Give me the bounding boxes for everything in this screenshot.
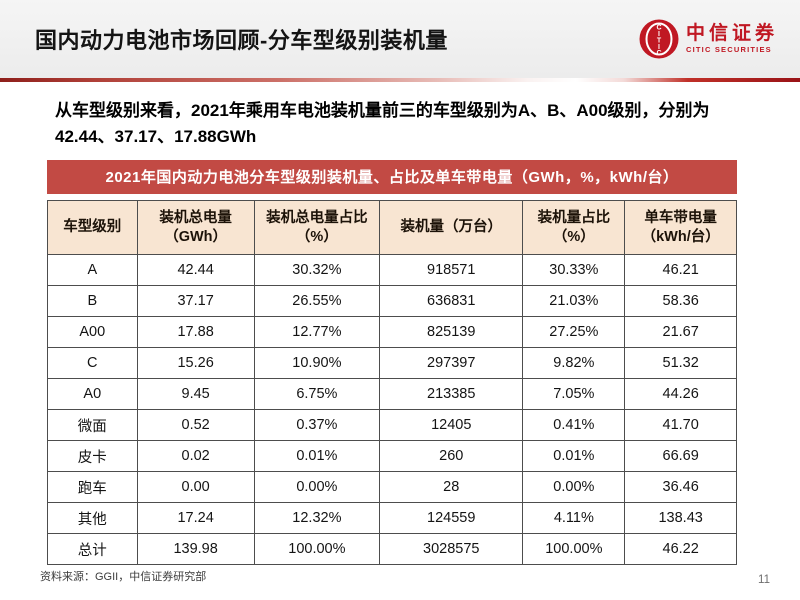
row-label-cell: B <box>47 285 138 317</box>
value-cell: 124559 <box>379 502 524 534</box>
value-cell: 0.41% <box>522 409 626 441</box>
value-cell: 0.01% <box>253 440 381 472</box>
table-row: C 15.26 10.90% 297397 9.82% 51.32 <box>47 347 737 379</box>
page-number: 11 <box>758 574 770 586</box>
table-header-row: 车型级别 装机总电量 （GWh） 装机总电量占比 （%） 装机量（万台） 装机量占比 （… <box>47 200 737 255</box>
value-cell: 30.33% <box>522 254 626 286</box>
value-cell: 0.00% <box>253 471 381 503</box>
summary-paragraph: 从车型级别来看，2021年乘用车电池装机量前三的车型级别为A、B、A00级别，分… <box>55 101 710 146</box>
value-cell: 21.67 <box>624 316 737 348</box>
value-cell: 0.01% <box>522 440 626 472</box>
row-label-cell: 皮卡 <box>47 440 138 472</box>
value-cell: 0.00 <box>136 471 255 503</box>
value-cell: 46.22 <box>624 533 737 565</box>
table-row: 其他 17.24 12.32% 124559 4.11% 138.43 <box>47 502 737 534</box>
value-cell: 0.52 <box>136 409 255 441</box>
table-row: 皮卡 0.02 0.01% 260 0.01% 66.69 <box>47 440 737 472</box>
table-section: 2021年国内动力电池分车型级别装机量、占比及单车带电量（GWh，%，kWh/台… <box>47 160 737 565</box>
value-cell: 825139 <box>379 316 524 348</box>
column-header: 单车带电量 （kWh/台） <box>624 200 737 255</box>
svg-text:C: C <box>656 50 661 57</box>
value-cell: 21.03% <box>522 285 626 317</box>
citic-logo-text: 中信证券 CITIC SECURITIES <box>686 24 778 54</box>
citic-logo: C I T I C 中信证券 CITIC SECURITIES <box>639 19 778 59</box>
value-cell: 9.82% <box>522 347 626 379</box>
value-cell: 3028575 <box>379 533 524 565</box>
svg-text:C: C <box>656 25 661 32</box>
table-body: A 42.44 30.32% 918571 30.33% 46.21 B 37.17 26.55… <box>47 254 737 565</box>
value-cell: 139.98 <box>136 533 255 565</box>
value-cell: 41.70 <box>624 409 737 441</box>
value-cell: 10.90% <box>253 347 381 379</box>
table-row: B 37.17 26.55% 636831 21.03% 58.36 <box>47 285 737 317</box>
logo-name-en: CITIC SECURITIES <box>685 45 772 55</box>
row-label-cell: A <box>47 254 138 286</box>
page-title: 国内动力电池市场回顾-分车型级别装机量 <box>35 28 448 53</box>
column-header: 车型级别 <box>47 200 138 255</box>
value-cell: 15.26 <box>136 347 255 379</box>
value-cell: 28 <box>379 471 524 503</box>
table-row: 总计 139.98 100.00% 3028575 100.00% 46.22 <box>47 533 737 565</box>
table-row: A0 9.45 6.75% 213385 7.05% 44.26 <box>47 378 737 410</box>
column-header: 装机总电量占比 （%） <box>253 200 381 255</box>
value-cell: 138.43 <box>624 502 737 534</box>
value-cell: 636831 <box>379 285 524 317</box>
column-header: 装机总电量 （GWh） <box>136 200 255 255</box>
table-header: 车型级别 装机总电量 （GWh） 装机总电量占比 （%） 装机量（万台） 装机量占比 （… <box>47 200 737 255</box>
value-cell: 7.05% <box>522 378 626 410</box>
value-cell: 46.21 <box>624 254 737 286</box>
column-header: 装机量（万台） <box>379 200 524 255</box>
value-cell: 12.77% <box>253 316 381 348</box>
citic-logo-icon: C I T I C <box>639 19 679 59</box>
svg-text:I: I <box>658 44 660 51</box>
value-cell: 100.00% <box>522 533 626 565</box>
value-cell: 0.00% <box>522 471 626 503</box>
row-label-cell: 其他 <box>47 502 138 534</box>
svg-text:I: I <box>658 31 660 38</box>
value-cell: 30.32% <box>253 254 381 286</box>
row-label-cell: A0 <box>47 378 138 410</box>
row-label-cell: 跑车 <box>47 471 138 503</box>
table-row: A00 17.88 12.77% 825139 27.25% 21.67 <box>47 316 737 348</box>
table-row: 跑车 0.00 0.00% 28 0.00% 36.46 <box>47 471 737 503</box>
top-banner: 国内动力电池市场回顾-分车型级别装机量 C I T I C 中信证券 CITIC… <box>0 0 800 78</box>
table-row: A 42.44 30.32% 918571 30.33% 46.21 <box>47 254 737 286</box>
column-header: 装机量占比 （%） <box>522 200 626 255</box>
source-note: 资料来源：GGII，中信证券研究部 <box>40 571 207 583</box>
value-cell: 66.69 <box>624 440 737 472</box>
value-cell: 0.37% <box>253 409 381 441</box>
value-cell: 260 <box>379 440 524 472</box>
value-cell: 4.11% <box>522 502 626 534</box>
value-cell: 213385 <box>379 378 524 410</box>
row-label-cell: 总计 <box>47 533 138 565</box>
row-label-cell: A00 <box>47 316 138 348</box>
battery-install-table: 车型级别 装机总电量 （GWh） 装机总电量占比 （%） 装机量（万台） 装机量占比 （… <box>47 200 737 565</box>
value-cell: 37.17 <box>136 285 255 317</box>
value-cell: 17.24 <box>136 502 255 534</box>
logo-name-cn: 中信证券 <box>685 23 778 45</box>
value-cell: 9.45 <box>136 378 255 410</box>
value-cell: 26.55% <box>253 285 381 317</box>
value-cell: 297397 <box>379 347 524 379</box>
value-cell: 27.25% <box>522 316 626 348</box>
value-cell: 42.44 <box>136 254 255 286</box>
row-label-cell: C <box>47 347 138 379</box>
value-cell: 36.46 <box>624 471 737 503</box>
value-cell: 0.02 <box>136 440 255 472</box>
value-cell: 58.36 <box>624 285 737 317</box>
value-cell: 6.75% <box>253 378 381 410</box>
table-row: 微面 0.52 0.37% 12405 0.41% 41.70 <box>47 409 737 441</box>
table-caption: 2021年国内动力电池分车型级别装机量、占比及单车带电量（GWh，%，kWh/台… <box>47 160 737 194</box>
row-label-cell: 微面 <box>47 409 138 441</box>
value-cell: 100.00% <box>253 533 381 565</box>
svg-text:T: T <box>657 38 662 45</box>
header-divider-line <box>0 78 800 82</box>
value-cell: 44.26 <box>624 378 737 410</box>
value-cell: 17.88 <box>136 316 255 348</box>
value-cell: 51.32 <box>624 347 737 379</box>
value-cell: 12.32% <box>253 502 381 534</box>
value-cell: 918571 <box>379 254 524 286</box>
value-cell: 12405 <box>379 409 524 441</box>
